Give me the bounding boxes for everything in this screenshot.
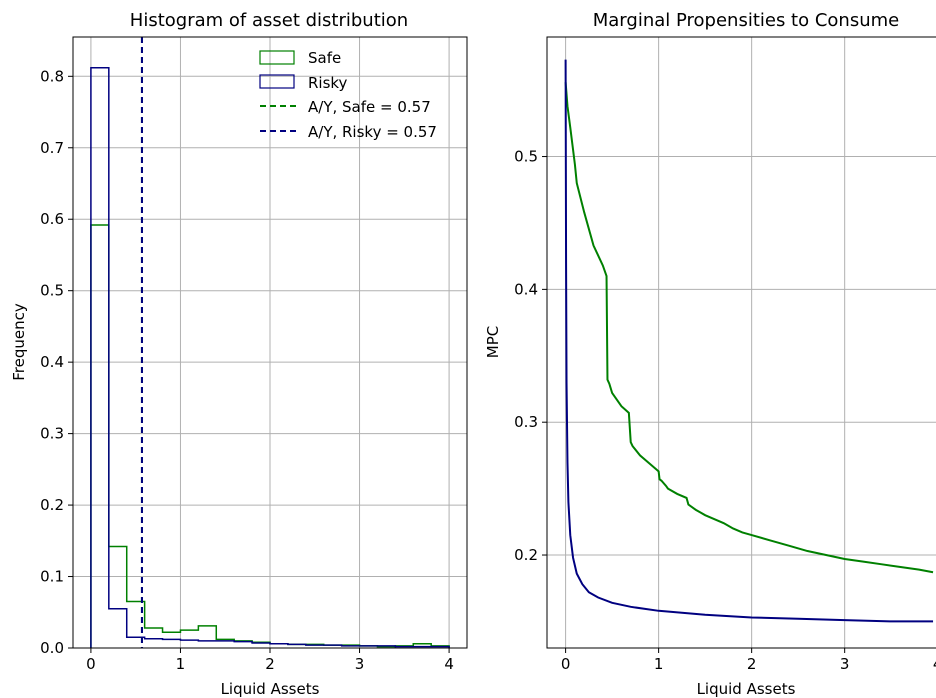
mpc-line-safe <box>564 82 934 574</box>
legend-label-safe: Safe <box>308 49 341 67</box>
y-tick-label: 0.6 <box>40 210 64 228</box>
x-tick-label: 1 <box>176 655 186 673</box>
histogram-bin <box>216 641 234 648</box>
mpc-grid <box>547 37 936 648</box>
y-tick-label: 0.2 <box>514 546 538 564</box>
x-tick-label: 3 <box>355 655 365 673</box>
y-tick-label: 0.2 <box>40 496 64 514</box>
x-tick-label: 4 <box>933 655 936 673</box>
histogram-bin <box>198 641 216 648</box>
histogram-bin <box>252 643 270 648</box>
legend-swatch-risky <box>259 74 295 89</box>
mpc-lines <box>564 59 934 623</box>
y-tick-label: 0.8 <box>40 67 64 85</box>
y-tick-label: 0.5 <box>514 148 538 166</box>
y-tick-label: 0.0 <box>40 639 64 657</box>
mpc-axes-frame <box>546 36 936 649</box>
x-tick-label: 2 <box>265 655 275 673</box>
histogram-axes-frame <box>72 36 468 649</box>
y-tick-label: 0.3 <box>40 425 64 443</box>
x-tick-label: 0 <box>86 655 96 673</box>
y-tick-label: 0.7 <box>40 139 64 157</box>
histogram-bin <box>234 642 252 648</box>
x-tick-label: 3 <box>840 655 850 673</box>
histogram-bin <box>109 547 127 648</box>
mpc-x-label: Liquid Assets <box>697 680 796 698</box>
y-tick-label: 0.3 <box>514 413 538 431</box>
mpc-title: Marginal Propensities to Consume <box>593 10 899 31</box>
y-tick-label: 0.4 <box>40 353 64 371</box>
legend-label-risky: Risky <box>308 74 348 92</box>
histogram-bin <box>180 640 198 648</box>
mpc-panel: Marginal Propensities to Consume 0 1 2 3 4 0.… <box>484 10 936 698</box>
mpc-line-risky <box>564 59 934 623</box>
legend-swatch-safe <box>259 50 295 65</box>
histogram-bin <box>198 626 216 648</box>
mpc-y-label: MPC <box>484 326 502 358</box>
histogram-panel: Histogram of asset distribution 0 1 2 3 4 0.0… <box>10 10 468 698</box>
histogram-y-label: Frequency <box>10 303 28 381</box>
histogram-bin <box>91 225 109 648</box>
histogram-bin <box>145 639 163 648</box>
histogram-ticks: 0 1 2 3 4 0.0 0.1 0.2 0.3 0.4 0.5 0.6 0.7 0.8 <box>40 67 454 673</box>
x-tick-label: 2 <box>747 655 757 673</box>
histogram-bin <box>91 68 109 648</box>
histogram-bin <box>180 630 198 648</box>
legend-label-safe-average: A/Y, Safe = 0.57 <box>308 98 431 116</box>
histogram-legend: Safe Risky A/Y, Safe = 0.57 A/Y, Risky =… <box>259 49 437 141</box>
mpc-ticks: 0 1 2 3 4 0.2 0.3 0.4 0.5 <box>514 148 936 673</box>
x-tick-label: 4 <box>444 655 454 673</box>
legend-label-risky-average: A/Y, Risky = 0.57 <box>308 123 437 141</box>
histogram-bin <box>163 639 181 648</box>
histogram-title: Histogram of asset distribution <box>130 10 408 31</box>
histogram-x-label: Liquid Assets <box>221 680 320 698</box>
y-tick-label: 0.5 <box>40 282 64 300</box>
x-tick-label: 1 <box>654 655 664 673</box>
x-tick-label: 0 <box>561 655 571 673</box>
y-tick-label: 0.1 <box>40 568 64 586</box>
y-tick-label: 0.4 <box>514 280 538 298</box>
histogram-bin <box>109 609 127 648</box>
